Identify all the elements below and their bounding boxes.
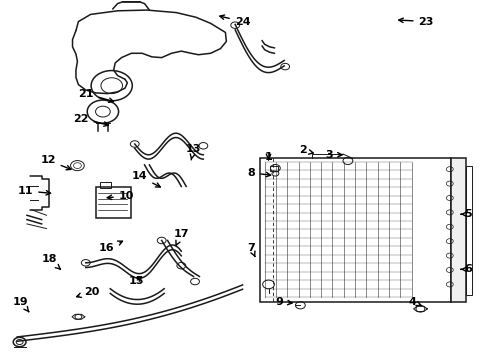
Text: 22: 22 xyxy=(73,114,108,126)
Text: 3: 3 xyxy=(325,150,342,160)
Text: 18: 18 xyxy=(41,254,60,269)
Text: 1: 1 xyxy=(265,152,272,162)
Text: 2: 2 xyxy=(299,145,313,156)
Bar xyxy=(270,166,278,171)
Text: 21: 21 xyxy=(78,89,113,102)
Bar xyxy=(100,182,111,188)
Bar xyxy=(466,166,472,295)
Text: 13: 13 xyxy=(186,144,201,160)
Text: 4: 4 xyxy=(409,297,422,307)
Bar xyxy=(451,158,465,302)
Text: 5: 5 xyxy=(461,209,472,219)
Text: 24: 24 xyxy=(220,15,250,27)
Text: 9: 9 xyxy=(275,297,292,307)
Text: 16: 16 xyxy=(99,241,122,253)
Bar xyxy=(260,158,451,302)
Text: 15: 15 xyxy=(128,276,144,286)
Text: 14: 14 xyxy=(132,171,160,187)
Text: 8: 8 xyxy=(247,168,270,178)
Text: 11: 11 xyxy=(18,186,50,196)
Text: 6: 6 xyxy=(461,264,472,274)
Text: 7: 7 xyxy=(247,243,255,256)
Text: 23: 23 xyxy=(399,17,434,27)
Bar xyxy=(96,187,131,218)
Text: 10: 10 xyxy=(107,191,134,201)
Text: 12: 12 xyxy=(40,155,71,170)
Text: 20: 20 xyxy=(76,287,100,297)
Text: 17: 17 xyxy=(173,229,189,245)
Text: 19: 19 xyxy=(13,297,29,312)
